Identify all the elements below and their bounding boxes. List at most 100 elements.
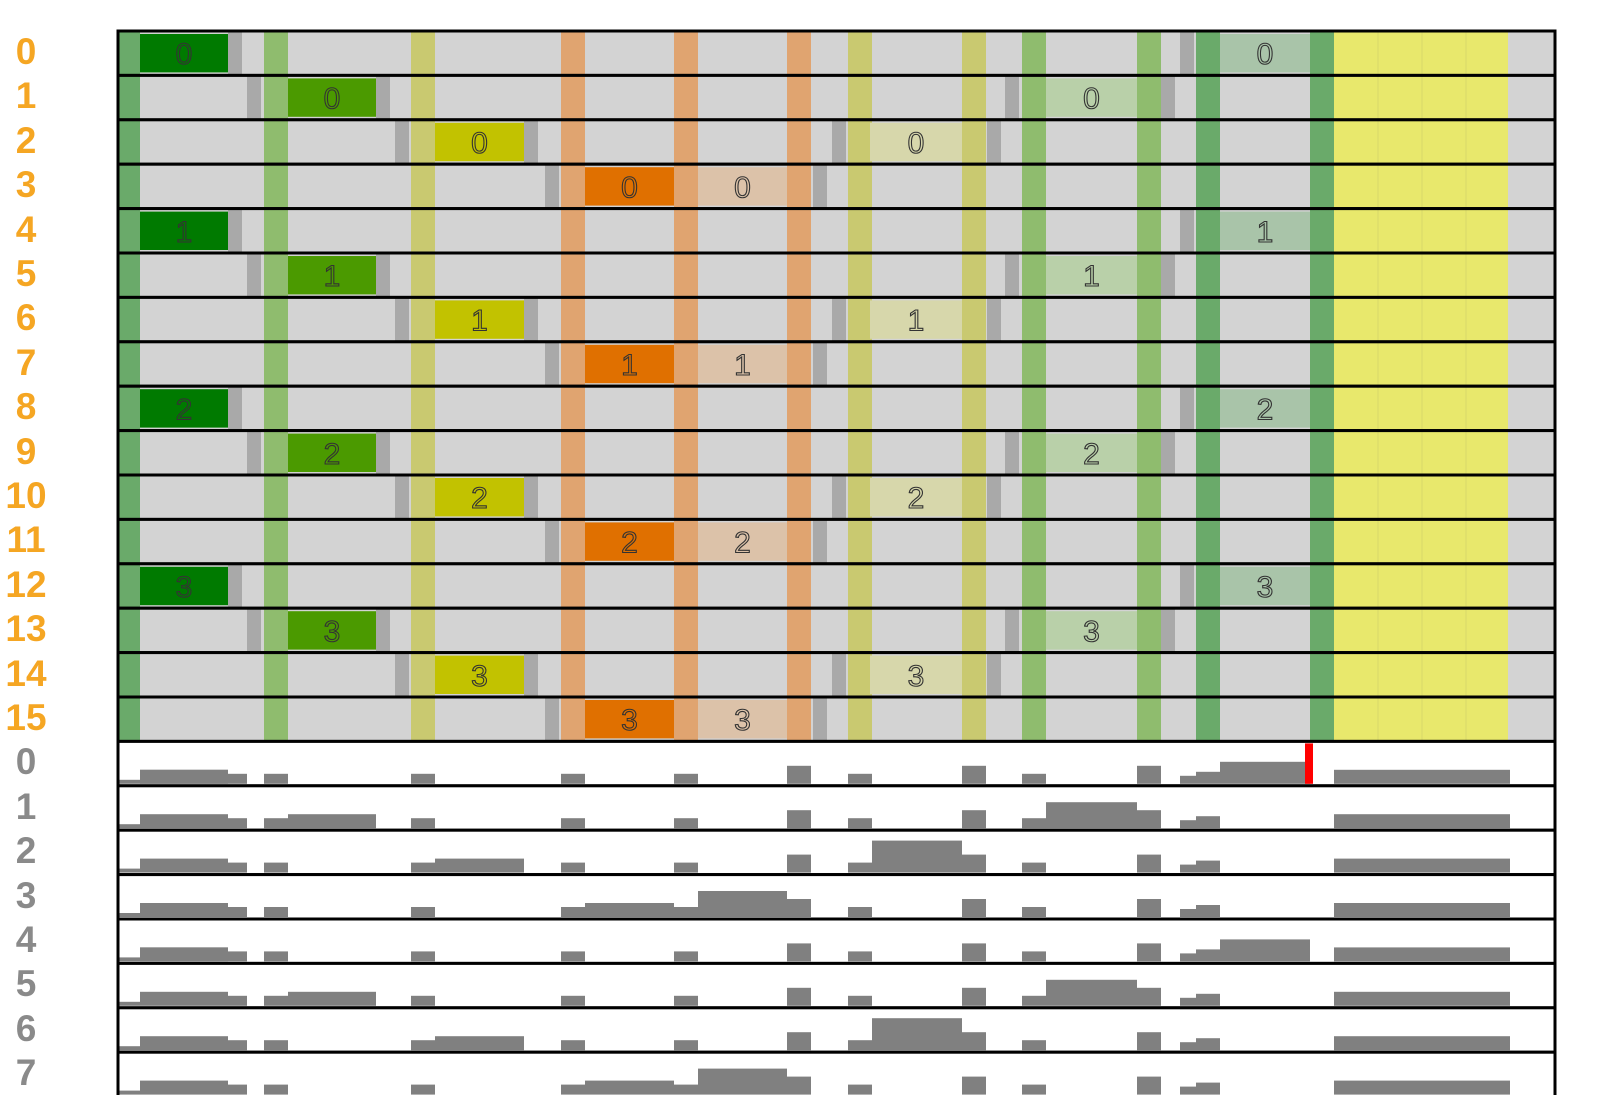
stage-band (962, 253, 986, 298)
histogram-bar (435, 858, 524, 873)
histogram-bar (1046, 979, 1137, 1006)
buffer-region (1334, 31, 1508, 76)
stage-band (264, 697, 288, 742)
histogram-bar (1508, 947, 1510, 962)
lane-label: 8 (15, 386, 37, 428)
stage-band (787, 475, 811, 520)
stage-band (962, 519, 986, 564)
histogram-bar (1508, 858, 1510, 873)
histogram-bar (435, 1036, 524, 1051)
idle-gap (1180, 208, 1194, 253)
histogram-bar (264, 818, 288, 829)
idle-gap (545, 697, 559, 742)
stage-band (264, 519, 288, 564)
stage-band (561, 430, 585, 475)
forward-block (140, 34, 228, 73)
stage-band (962, 297, 986, 342)
buffer-region (1334, 697, 1508, 742)
stage-band (962, 341, 986, 387)
stage-band (411, 164, 435, 209)
stage-band (848, 164, 872, 209)
histogram-bar (674, 951, 698, 962)
histogram-row (116, 828, 1557, 877)
histogram-bar (1334, 1036, 1508, 1051)
histogram-bar (228, 995, 247, 1006)
buffer-region (1334, 75, 1508, 120)
histogram-bar (411, 818, 435, 829)
histogram-bar (264, 907, 288, 917)
idle-gap (524, 652, 538, 697)
histogram-row (116, 1006, 1557, 1054)
stage-band (1310, 652, 1334, 697)
stage-band (561, 563, 585, 609)
stage-band (1022, 430, 1046, 475)
backward-block-label: 1 (1257, 216, 1274, 249)
histogram-bar (1334, 991, 1508, 1006)
stage-band (1310, 31, 1334, 76)
histogram-bar (140, 1080, 228, 1095)
histogram-bar (1196, 771, 1220, 784)
idle-gap (1161, 75, 1175, 120)
idle-gap (832, 119, 846, 165)
stage-band (787, 430, 811, 475)
histogram-bar (1508, 814, 1510, 829)
stage-band (1137, 253, 1161, 298)
stage-band (848, 430, 872, 475)
stage-band (1196, 297, 1220, 342)
stage-band (561, 697, 585, 742)
idle-gap (813, 164, 827, 209)
forward-block (288, 256, 376, 295)
stage-band (118, 297, 140, 342)
stage-band (1137, 697, 1161, 742)
idle-gap (376, 430, 390, 475)
stage-band (561, 119, 585, 165)
histogram-bar (1196, 860, 1220, 873)
stage-band (118, 164, 140, 209)
lane-label: 0 (15, 31, 37, 72)
histogram-bar (411, 1040, 435, 1051)
stage-band (1310, 608, 1334, 653)
backward-block-label: 2 (908, 482, 925, 515)
stage-band (118, 119, 140, 165)
idle-gap (1161, 253, 1175, 298)
stage-band (1137, 652, 1161, 697)
forward-block-label: 2 (324, 438, 341, 471)
idle-gap (247, 608, 261, 653)
histogram-bar (140, 858, 228, 873)
lane-label: 14 (5, 652, 47, 694)
stage-band (1196, 341, 1220, 387)
stage-band (561, 519, 585, 564)
histogram-bar (1508, 991, 1510, 1006)
backward-block-label: 3 (734, 704, 751, 737)
stage-band (561, 297, 585, 342)
histogram-bar (228, 773, 247, 784)
stage-band (674, 164, 698, 209)
histogram-bar (1137, 1076, 1161, 1095)
stage-band (411, 386, 435, 431)
histogram-bar (787, 987, 811, 1006)
histogram-bar (118, 1001, 140, 1006)
idle-gap (1180, 31, 1194, 76)
backward-block (1220, 566, 1310, 606)
idle-gap (1005, 608, 1019, 653)
histogram-bar (1180, 953, 1196, 962)
idle-gap (376, 608, 390, 653)
idle-gap (987, 475, 1001, 520)
stage-band (674, 475, 698, 520)
stage-band (411, 297, 435, 342)
stage-band (674, 697, 698, 742)
stage-band (1022, 652, 1046, 697)
backward-block (698, 700, 787, 739)
histogram-bar (787, 810, 811, 829)
backward-block (698, 522, 787, 561)
stage-band (1196, 608, 1220, 653)
stage-band (962, 164, 986, 209)
stage-band (1137, 430, 1161, 475)
